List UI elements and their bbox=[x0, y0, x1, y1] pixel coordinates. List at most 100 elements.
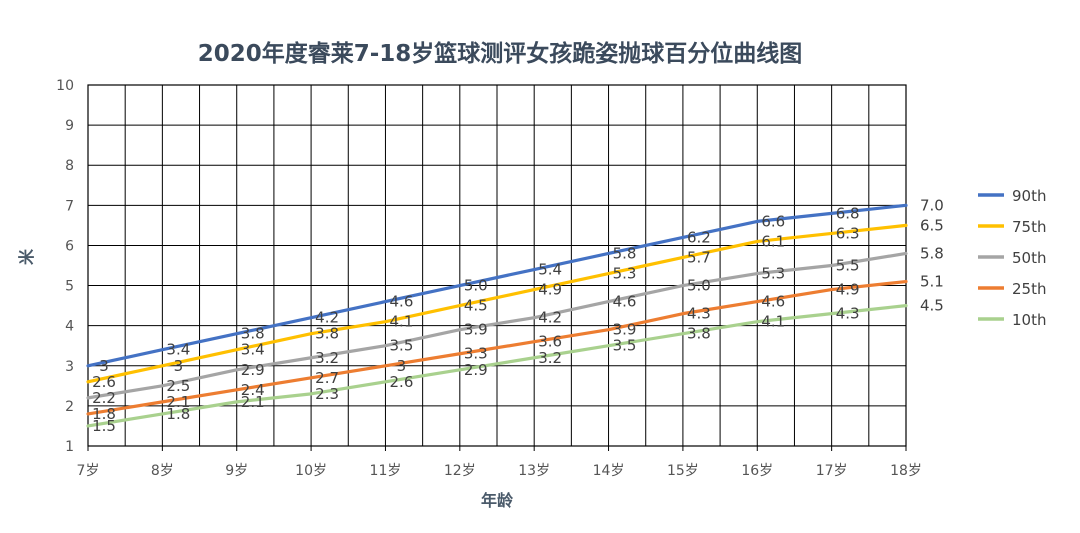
data-label: 2.5 bbox=[166, 377, 190, 395]
data-label: 3.5 bbox=[390, 337, 414, 355]
x-tick-label: 14岁 bbox=[593, 463, 625, 479]
y-tick-label: 9 bbox=[65, 118, 74, 134]
y-tick-label: 7 bbox=[65, 198, 74, 214]
data-label: 3.2 bbox=[315, 349, 339, 367]
data-label: 4.2 bbox=[315, 309, 339, 327]
y-tick-label: 10 bbox=[56, 78, 74, 94]
data-label: 2.9 bbox=[241, 361, 265, 379]
series-lines bbox=[86, 203, 908, 428]
data-label: 1.8 bbox=[92, 405, 116, 423]
data-label: 5.3 bbox=[613, 265, 637, 283]
data-label: 1.8 bbox=[166, 405, 190, 423]
data-label: 4.3 bbox=[836, 305, 860, 323]
end-value-label: 5.1 bbox=[920, 273, 944, 291]
x-tick-label: 7岁 bbox=[77, 463, 100, 479]
data-label: 3.8 bbox=[315, 325, 339, 343]
axes: 1 2 3 4 5 6 7 8 9 10 7岁 8岁 9岁 10岁 11岁 12岁 13岁 14岁 15岁 16岁 17… bbox=[56, 78, 922, 479]
plot-border bbox=[87, 84, 907, 447]
data-label: 6.3 bbox=[836, 224, 860, 242]
data-label: 3 bbox=[174, 357, 184, 375]
legend-label-90th: 90th bbox=[1012, 187, 1046, 205]
x-tick-label: 11岁 bbox=[370, 463, 402, 479]
y-tick-label: 1 bbox=[65, 439, 74, 455]
end-value-label: 4.5 bbox=[920, 297, 944, 315]
data-label: 4.2 bbox=[538, 309, 562, 327]
x-tick-label: 12岁 bbox=[444, 463, 476, 479]
y-tick-label: 5 bbox=[65, 279, 74, 295]
data-label: 2.1 bbox=[166, 393, 190, 411]
data-label: 2.3 bbox=[315, 385, 339, 403]
data-label: 4.9 bbox=[538, 281, 562, 299]
data-label: 3.2 bbox=[538, 349, 562, 367]
y-tick-label: 3 bbox=[65, 359, 74, 375]
x-tick-label: 9岁 bbox=[225, 463, 248, 479]
x-tick-label: 15岁 bbox=[667, 463, 699, 479]
end-value-label: 5.8 bbox=[920, 244, 944, 262]
x-axis-title: 年龄 bbox=[481, 491, 514, 510]
data-label: 5.3 bbox=[761, 265, 785, 283]
data-label: 5.0 bbox=[464, 277, 488, 295]
data-label: 2.9 bbox=[464, 361, 488, 379]
data-label: 3 bbox=[99, 357, 109, 375]
x-tick-label: 13岁 bbox=[518, 463, 550, 479]
data-label: 4.1 bbox=[761, 313, 785, 331]
data-label: 3.9 bbox=[464, 321, 488, 339]
data-label: 4.6 bbox=[390, 293, 414, 311]
data-label: 6.1 bbox=[761, 232, 785, 250]
data-label: 3.6 bbox=[538, 333, 562, 351]
data-label: 6.8 bbox=[836, 204, 860, 222]
data-label: 3.8 bbox=[241, 325, 265, 343]
data-label: 5.7 bbox=[687, 248, 711, 266]
x-tick-label: 18岁 bbox=[890, 463, 922, 479]
data-labels: 33.43.84.24.65.05.45.86.26.6 6.8 7.02.633.… bbox=[92, 196, 944, 435]
x-tick-label: 10岁 bbox=[295, 463, 327, 479]
data-label: 5.0 bbox=[687, 277, 711, 295]
legend-label-10th: 10th bbox=[1012, 311, 1046, 329]
chart-title: 2020年度睿莱7-18岁篮球测评女孩跪姿抛球百分位曲线图 bbox=[197, 41, 803, 67]
data-label: 5.8 bbox=[613, 244, 637, 262]
data-label: 6.6 bbox=[761, 212, 785, 230]
y-tick-label: 8 bbox=[65, 158, 74, 174]
data-label: 5.4 bbox=[538, 261, 562, 279]
x-tick-label: 8岁 bbox=[151, 463, 174, 479]
y-axis-title: 米 bbox=[17, 248, 36, 265]
end-value-label: 6.5 bbox=[920, 216, 944, 234]
data-label: 2.7 bbox=[315, 369, 339, 387]
data-label: 4.5 bbox=[464, 297, 488, 315]
series-line-90th bbox=[86, 203, 908, 368]
data-label: 3.3 bbox=[464, 345, 488, 363]
data-label: 3.9 bbox=[613, 321, 637, 339]
data-label: 2.4 bbox=[241, 381, 265, 399]
legend-label-50th: 50th bbox=[1012, 249, 1046, 267]
data-label: 4.9 bbox=[836, 281, 860, 299]
data-label: 3 bbox=[397, 357, 407, 375]
legend-label-75th: 75th bbox=[1012, 218, 1046, 236]
y-tick-label: 4 bbox=[65, 319, 74, 335]
data-label: 4.1 bbox=[390, 313, 414, 331]
data-label: 4.3 bbox=[687, 305, 711, 323]
data-label: 3.5 bbox=[613, 337, 637, 355]
series-line-25th bbox=[86, 279, 908, 416]
data-label: 2.6 bbox=[92, 373, 116, 391]
data-label: 2.6 bbox=[390, 373, 414, 391]
series-line-75th bbox=[86, 223, 908, 384]
data-label: 3.4 bbox=[241, 341, 265, 359]
series-line-50th bbox=[86, 251, 908, 400]
data-label: 4.6 bbox=[613, 293, 637, 311]
data-label: 2.1 bbox=[241, 393, 265, 411]
series-line-10th bbox=[86, 304, 908, 428]
legend: 90th 75th 50th 25th 10th bbox=[978, 187, 1046, 329]
y-tick-label: 6 bbox=[65, 238, 74, 254]
data-label: 1.5 bbox=[92, 417, 116, 435]
legend-label-25th: 25th bbox=[1012, 280, 1046, 298]
data-label: 5.5 bbox=[836, 257, 860, 275]
x-tick-label: 17岁 bbox=[816, 463, 848, 479]
y-tick-label: 2 bbox=[65, 399, 74, 415]
data-label: 2.2 bbox=[92, 389, 116, 407]
x-tick-label: 16岁 bbox=[741, 463, 773, 479]
end-value-label: 7.0 bbox=[920, 196, 944, 214]
data-label: 3.4 bbox=[166, 341, 190, 359]
data-label: 3.8 bbox=[687, 325, 711, 343]
data-label: 4.6 bbox=[761, 293, 785, 311]
